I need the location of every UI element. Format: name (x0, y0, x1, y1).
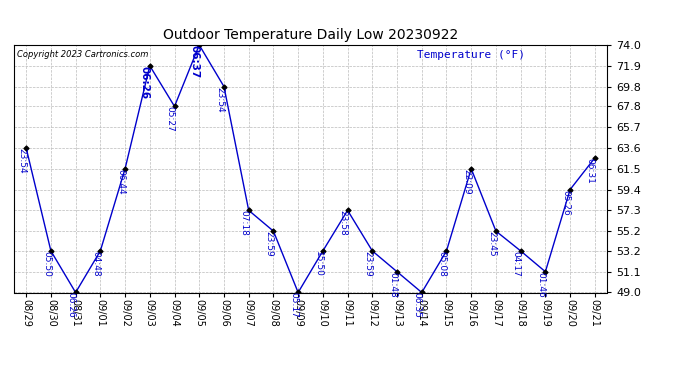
Text: 22:09: 22:09 (462, 169, 471, 194)
Point (491, 228, 502, 234)
Point (342, 207, 353, 213)
Point (515, 248, 526, 254)
Text: 05:50: 05:50 (42, 251, 51, 277)
Text: 06:26: 06:26 (67, 292, 76, 318)
Point (540, 269, 551, 275)
Text: 05:27: 05:27 (166, 106, 175, 132)
Text: 23:45: 23:45 (487, 231, 496, 257)
Point (589, 155, 600, 161)
Point (441, 248, 452, 254)
Point (21, 145, 32, 151)
Text: 04:48: 04:48 (91, 251, 100, 276)
Text: 05:17: 05:17 (289, 292, 298, 318)
Point (219, 84, 230, 90)
Text: 06:35: 06:35 (413, 292, 422, 318)
Text: 05:26: 05:26 (561, 189, 570, 215)
Point (95, 248, 106, 254)
Text: 23:59: 23:59 (264, 231, 273, 257)
Point (416, 290, 427, 296)
Point (194, 42, 205, 48)
Text: 15:50: 15:50 (314, 251, 323, 277)
Text: 06:37: 06:37 (189, 45, 199, 78)
Text: 01:46: 01:46 (536, 272, 545, 297)
Text: Temperature (°F): Temperature (°F) (417, 50, 525, 60)
Text: 06:26: 06:26 (140, 66, 150, 99)
Point (46, 248, 57, 254)
Point (268, 228, 279, 234)
Text: 06:31: 06:31 (586, 158, 595, 184)
Text: 23:54: 23:54 (215, 87, 224, 112)
Point (293, 290, 304, 296)
Text: 23:54: 23:54 (17, 148, 26, 174)
Text: 05:08: 05:08 (437, 251, 446, 277)
Point (391, 269, 402, 275)
Text: 07:18: 07:18 (239, 210, 248, 236)
Point (70, 290, 81, 296)
Text: 04:17: 04:17 (512, 251, 521, 277)
Text: Copyright 2023 Cartronics.com: Copyright 2023 Cartronics.com (17, 50, 148, 59)
Text: 06:44: 06:44 (116, 169, 125, 194)
Point (119, 166, 130, 172)
Point (169, 104, 180, 110)
Point (466, 166, 477, 172)
Title: Outdoor Temperature Daily Low 20230922: Outdoor Temperature Daily Low 20230922 (163, 28, 458, 42)
Text: 01:48: 01:48 (388, 272, 397, 297)
Text: 23:59: 23:59 (364, 251, 373, 277)
Point (144, 63, 155, 69)
Point (564, 186, 575, 192)
Point (367, 248, 378, 254)
Point (317, 248, 328, 254)
Point (243, 207, 254, 213)
Text: 23:58: 23:58 (339, 210, 348, 236)
